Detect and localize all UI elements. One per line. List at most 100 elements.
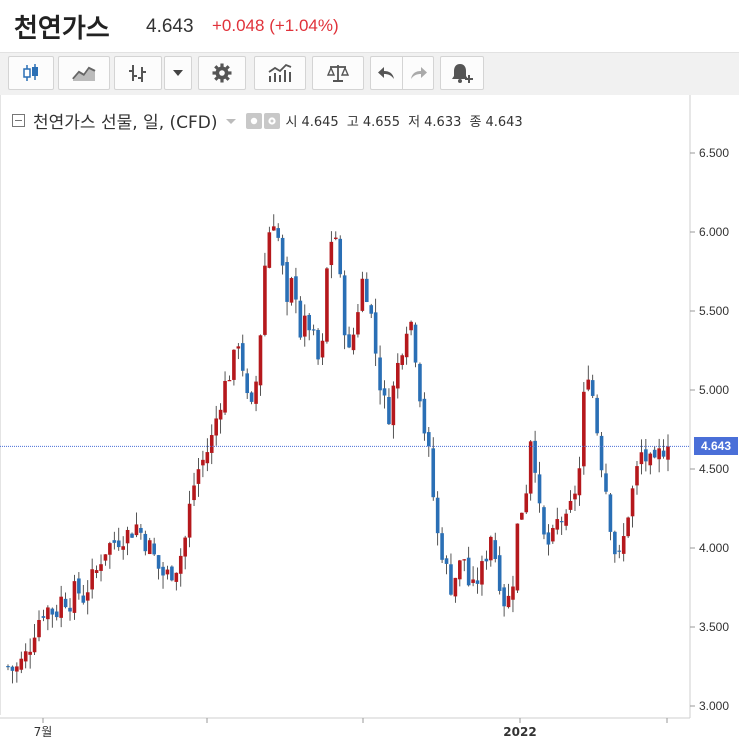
candle-body bbox=[121, 546, 125, 550]
indicators-button[interactable] bbox=[254, 56, 306, 90]
y-tick-label: 6.500 bbox=[699, 146, 729, 160]
candle-body bbox=[218, 409, 223, 420]
candle-body bbox=[223, 380, 227, 413]
candle-body bbox=[298, 300, 303, 338]
candle-body bbox=[599, 435, 604, 471]
candle-body bbox=[125, 529, 130, 544]
candle-body bbox=[462, 559, 467, 561]
quote-header: 천연가스 4.643 +0.048 (+1.04%) bbox=[0, 0, 739, 52]
candle-body bbox=[258, 335, 263, 386]
current-price-tag: 4.643 bbox=[694, 437, 738, 456]
candle-body bbox=[573, 493, 577, 500]
candle-body bbox=[644, 449, 648, 462]
candle-body bbox=[639, 452, 644, 465]
candle-body bbox=[50, 608, 55, 615]
chart-area[interactable]: 6.500 6.000 5.500 5.000 4.500 4.000 3.500 3.000… bbox=[0, 95, 739, 742]
candle-body bbox=[551, 527, 555, 542]
bar-chart-button[interactable] bbox=[114, 56, 162, 90]
candle-body bbox=[240, 343, 245, 371]
chart-toolbar bbox=[0, 52, 739, 96]
candle-body bbox=[276, 228, 281, 238]
candle-body bbox=[577, 468, 582, 496]
candle-body bbox=[63, 598, 68, 608]
candle-body bbox=[489, 536, 493, 561]
candle-body bbox=[267, 232, 272, 268]
candle-body bbox=[196, 469, 201, 484]
candle-body bbox=[400, 355, 405, 365]
price-chart[interactable]: 6.500 6.000 5.500 5.000 4.500 4.000 3.500 3.000… bbox=[0, 95, 739, 742]
chart-legend: 천연가스 선물, 일, (CFD) 시 4.645 고 4.655 저 4.633 종… bbox=[12, 108, 527, 133]
candle-body bbox=[81, 595, 86, 603]
candle-body bbox=[139, 527, 143, 533]
candle-body bbox=[590, 380, 595, 396]
candle-body bbox=[347, 334, 351, 348]
candle-body bbox=[94, 570, 99, 573]
series-settings-icon[interactable] bbox=[263, 112, 280, 129]
line-chart-button[interactable] bbox=[58, 56, 110, 90]
undo-icon bbox=[377, 67, 394, 79]
candle-body bbox=[542, 507, 546, 535]
compare-button[interactable] bbox=[312, 56, 364, 90]
y-tick-label: 5.000 bbox=[699, 383, 729, 397]
candle-body bbox=[311, 329, 316, 331]
settings-button[interactable] bbox=[198, 56, 246, 90]
scale-icon bbox=[326, 65, 350, 82]
candle-body bbox=[108, 543, 112, 555]
candle-body bbox=[582, 391, 586, 467]
candle-body bbox=[338, 238, 343, 275]
y-tick-label: 3.500 bbox=[699, 620, 729, 634]
candle-body bbox=[444, 558, 449, 564]
candle-body bbox=[170, 566, 174, 581]
chart-type-dropdown[interactable] bbox=[164, 56, 192, 90]
candle-body bbox=[46, 607, 50, 620]
close-label: 종 bbox=[469, 115, 482, 130]
y-tick-label: 4.000 bbox=[699, 541, 729, 555]
candle-body bbox=[431, 448, 436, 498]
candle-body bbox=[134, 524, 139, 536]
candlestick-button[interactable] bbox=[8, 56, 54, 90]
candle-body bbox=[382, 388, 387, 396]
eye-icon[interactable] bbox=[245, 112, 262, 129]
collapse-icon[interactable] bbox=[12, 114, 25, 127]
candle-body bbox=[635, 466, 639, 486]
candle-body bbox=[342, 275, 347, 336]
candle-body bbox=[360, 278, 365, 311]
candle-body bbox=[254, 381, 258, 404]
candle-body bbox=[378, 357, 382, 391]
candle-body bbox=[99, 564, 103, 571]
candle-body bbox=[484, 558, 489, 562]
high-label: 고 bbox=[346, 115, 359, 130]
candle-body bbox=[85, 592, 90, 601]
candle-body bbox=[183, 537, 187, 557]
candle-body bbox=[143, 533, 148, 552]
candle-body bbox=[307, 314, 312, 331]
candle-body bbox=[236, 346, 241, 349]
candle-body bbox=[320, 340, 325, 358]
candle-body bbox=[458, 560, 462, 580]
candle-body bbox=[555, 519, 560, 530]
bar-chart-icon bbox=[129, 65, 146, 82]
symbol-dropdown-icon[interactable] bbox=[224, 116, 238, 126]
candle-body bbox=[263, 265, 267, 335]
x-tick-label: 2022 bbox=[503, 725, 536, 739]
candle-body bbox=[214, 418, 218, 436]
alert-button[interactable] bbox=[440, 56, 484, 90]
candle-body bbox=[621, 536, 626, 554]
candle-body bbox=[373, 312, 378, 354]
ohlc-readout: 시 4.645 고 4.655 저 4.633 종 4.643 bbox=[286, 111, 527, 130]
undo-button[interactable] bbox=[370, 56, 402, 90]
candle-body bbox=[333, 237, 338, 239]
candle-body bbox=[325, 268, 329, 342]
redo-icon bbox=[411, 67, 427, 79]
candle-body bbox=[661, 450, 666, 457]
candle-body bbox=[192, 485, 196, 501]
candle-body bbox=[453, 577, 458, 597]
candle-body bbox=[351, 334, 356, 351]
candle-body bbox=[187, 503, 192, 538]
candle-body bbox=[666, 446, 670, 460]
symbol-label[interactable]: 천연가스 선물, 일, (CFD) bbox=[33, 113, 218, 133]
candle-body bbox=[515, 523, 520, 591]
candle-body bbox=[657, 448, 661, 460]
candle-body bbox=[630, 488, 635, 517]
redo-button[interactable] bbox=[402, 56, 434, 90]
